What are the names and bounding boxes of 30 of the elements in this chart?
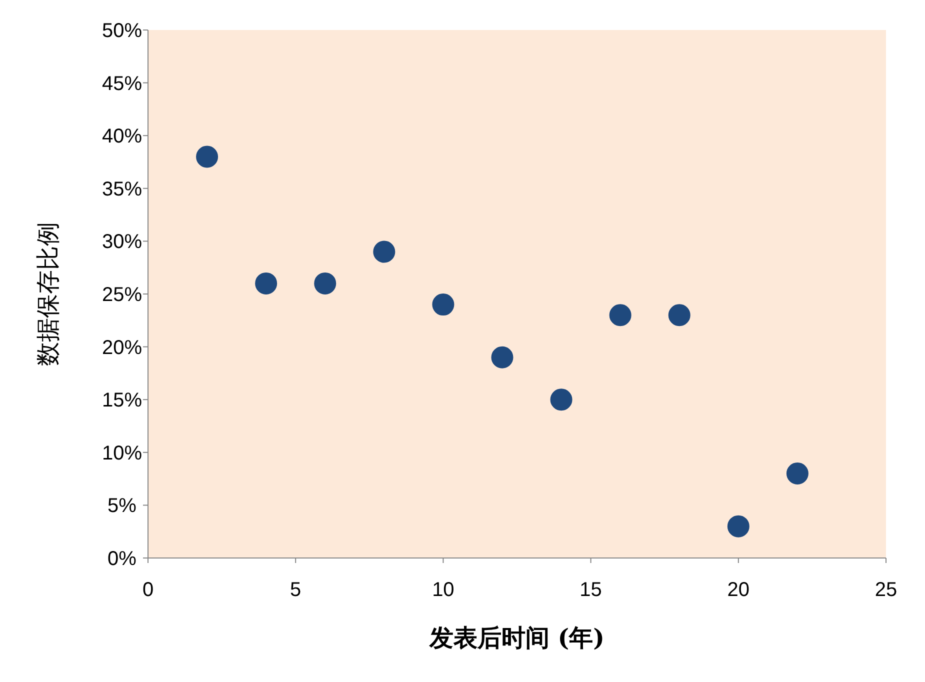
x-tick-label: 15 [580, 579, 602, 601]
y-tick-label: 5% [108, 495, 137, 518]
y-tick-label: 25% [102, 284, 142, 306]
y-tick-label: 50% [102, 20, 142, 42]
y-axis-title: 数据保存比例 [34, 222, 62, 366]
point [491, 346, 514, 368]
point [609, 304, 632, 326]
point [727, 515, 750, 538]
point [373, 240, 396, 263]
point [668, 304, 690, 326]
x-axis-title: 发表后时间 (年) [428, 623, 605, 652]
y-tick-label: 45% [102, 72, 142, 95]
x-tick-label: 10 [432, 579, 454, 601]
point [255, 272, 278, 294]
point [550, 388, 572, 411]
point [432, 294, 454, 316]
x-tick-label: 0 [142, 579, 154, 601]
y-tick-label: 0% [108, 548, 137, 570]
point [314, 272, 336, 294]
point [196, 146, 218, 168]
y-tick-label: 10% [102, 442, 142, 464]
y-tick-label: 40% [102, 126, 142, 148]
x-tick-label: 5 [290, 579, 302, 601]
x-tick-label: 20 [727, 579, 750, 601]
point [786, 462, 808, 485]
y-tick-label: 15% [102, 390, 142, 412]
x-tick-label: 25 [874, 579, 898, 601]
y-tick-label: 20% [102, 336, 142, 359]
y-tick-label: 30% [102, 231, 142, 254]
y-tick-label: 35% [102, 178, 142, 200]
